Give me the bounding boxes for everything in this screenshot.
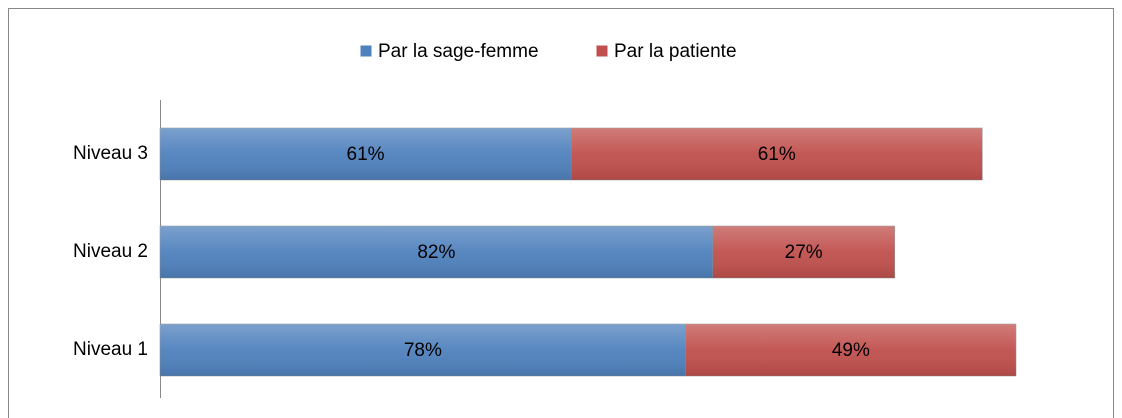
y-tick-label: Niveau 1: [73, 339, 148, 360]
bar-shade: [685, 324, 1016, 376]
data-label: 61%: [758, 144, 796, 165]
data-label: 49%: [832, 340, 870, 361]
bar-shade: [160, 128, 572, 180]
data-label: 27%: [785, 242, 823, 263]
bar-shade: [712, 226, 895, 278]
legend-label: Par la sage-femme: [378, 41, 539, 62]
legend-swatch: [359, 44, 373, 58]
data-label: 78%: [404, 340, 442, 361]
chart-border: [8, 8, 1114, 418]
data-label: 82%: [417, 242, 455, 263]
legend-label: Par la patiente: [614, 41, 737, 62]
y-tick-label: Niveau 3: [73, 143, 148, 164]
data-label: 61%: [347, 144, 385, 165]
bar-shade: [160, 324, 686, 376]
bar-shade: [160, 226, 713, 278]
legend-swatch: [595, 44, 609, 58]
bar-shade: [571, 128, 983, 180]
y-tick-label: Niveau 2: [73, 241, 148, 262]
